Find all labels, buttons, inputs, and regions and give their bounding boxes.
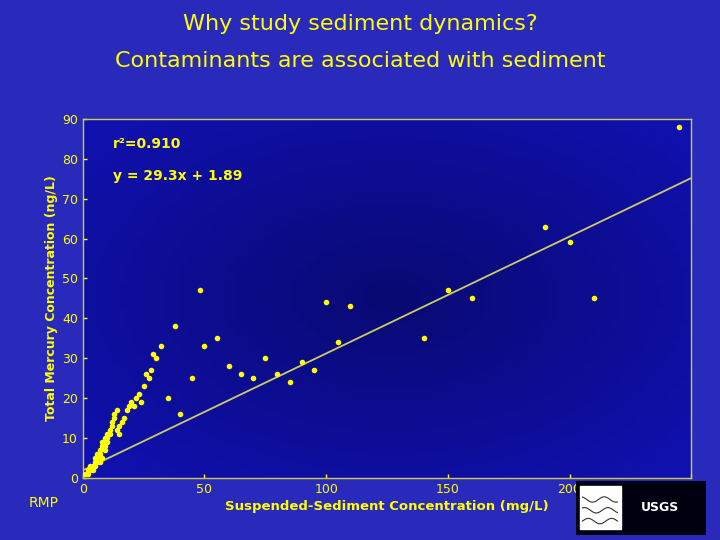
Point xyxy=(91,450,103,458)
Point xyxy=(109,410,120,418)
Text: USGS: USGS xyxy=(641,501,680,514)
Y-axis label: Total Mercury Concentration (ng/L): Total Mercury Concentration (ng/L) xyxy=(45,176,58,421)
Point xyxy=(118,414,130,422)
Point xyxy=(96,437,108,446)
Point xyxy=(333,338,344,347)
Point xyxy=(91,454,103,462)
Point xyxy=(114,430,125,438)
Text: r²=0.910: r²=0.910 xyxy=(113,137,181,151)
Point xyxy=(91,457,103,466)
Point xyxy=(248,374,259,382)
Text: Contaminants are associated with sediment: Contaminants are associated with sedimen… xyxy=(114,51,606,71)
Bar xyxy=(580,486,621,529)
Point xyxy=(107,418,118,427)
Point xyxy=(186,374,198,382)
Point xyxy=(284,378,295,387)
Text: y = 29.3x + 1.89: y = 29.3x + 1.89 xyxy=(113,169,243,183)
Point xyxy=(84,462,96,470)
Point xyxy=(102,430,113,438)
Point xyxy=(223,362,235,370)
Point xyxy=(99,442,110,450)
Point xyxy=(150,354,161,362)
Point xyxy=(199,342,210,350)
Point xyxy=(467,294,478,302)
Point xyxy=(148,350,159,359)
Point xyxy=(94,446,106,454)
Point xyxy=(174,410,186,418)
X-axis label: Suspended-Sediment Concentration (mg/L): Suspended-Sediment Concentration (mg/L) xyxy=(225,500,549,513)
Point xyxy=(211,334,222,342)
Point xyxy=(84,465,96,474)
Point xyxy=(133,390,145,399)
Point xyxy=(87,462,99,470)
Point xyxy=(320,298,332,307)
Point xyxy=(128,402,140,410)
Point xyxy=(102,437,113,446)
Point xyxy=(102,434,113,442)
Point xyxy=(126,398,138,407)
Point xyxy=(111,406,122,414)
Point xyxy=(539,222,551,231)
Point xyxy=(87,465,99,474)
Point xyxy=(259,354,271,362)
Text: RMP: RMP xyxy=(29,496,59,510)
Point xyxy=(140,370,152,379)
Point xyxy=(155,342,166,350)
Point xyxy=(116,418,127,427)
Point xyxy=(308,366,320,375)
Point xyxy=(109,414,120,422)
Point xyxy=(442,286,454,295)
Point xyxy=(194,286,205,295)
Point xyxy=(96,454,108,462)
Point xyxy=(82,465,94,474)
Point xyxy=(296,358,307,367)
Point xyxy=(104,426,115,434)
Point xyxy=(162,394,174,402)
Point xyxy=(588,294,600,302)
Point xyxy=(138,382,150,390)
Point xyxy=(79,470,91,478)
Point xyxy=(135,398,147,407)
Point xyxy=(123,402,135,410)
Point xyxy=(94,457,106,466)
Point xyxy=(99,434,110,442)
Point xyxy=(94,450,106,458)
Point xyxy=(130,394,142,402)
Point xyxy=(418,334,429,342)
Point xyxy=(96,442,108,450)
Point xyxy=(89,454,101,462)
Point xyxy=(107,422,118,430)
Point xyxy=(564,238,575,247)
Point xyxy=(111,426,122,434)
Point xyxy=(121,406,132,414)
Point xyxy=(673,123,685,131)
Point xyxy=(345,302,356,310)
Point xyxy=(89,462,101,470)
Point xyxy=(169,322,181,330)
Point xyxy=(145,366,157,375)
Point xyxy=(271,370,283,379)
Point xyxy=(89,457,101,466)
Text: Why study sediment dynamics?: Why study sediment dynamics? xyxy=(183,14,537,33)
Point xyxy=(235,370,247,379)
Point xyxy=(104,430,115,438)
Point xyxy=(114,422,125,430)
Point xyxy=(99,446,110,454)
Point xyxy=(82,470,94,478)
Point xyxy=(143,374,154,382)
